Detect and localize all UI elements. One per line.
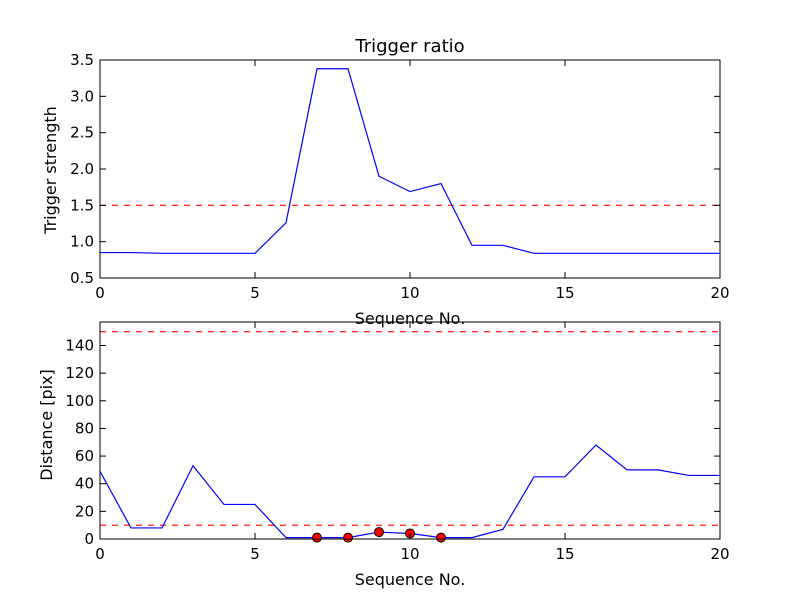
top-y-tick-label: 3.5 [70,51,94,69]
bottom-chart-xlabel: Sequence No. [355,570,466,589]
bottom-x-tick-label: 5 [250,545,260,563]
bottom-y-tick-label: 140 [65,336,94,354]
top-chart-title: Trigger ratio [354,36,464,57]
bottom-x-tick-label: 15 [555,545,574,563]
bottom-data-point-marker [312,532,322,543]
top-x-tick-label: 5 [250,284,260,302]
bottom-y-tick-label: 60 [75,447,94,465]
bottom-y-tick-label: 120 [65,364,94,382]
bottom-x-tick-label: 0 [95,545,105,563]
bottom-chart-panel: 0 5 10 15 20 0 20 40 60 80 100 120 140 [65,321,730,563]
bottom-y-tick-label: 80 [75,419,94,437]
top-y-tick-label: 1.5 [70,196,94,214]
top-chart-panel: 0 5 10 15 20 0.5 1.0 1.5 2.0 2.5 3.0 3.5 [70,51,729,302]
top-y-tick-label: 2.0 [70,160,94,178]
bottom-series-line-0 [99,444,720,539]
bottom-chart-ylabel: Distance [pix] [37,369,56,481]
top-axes-frame [99,59,721,279]
top-y-tick-label: 0.5 [70,269,94,287]
top-x-tick-label: 15 [555,284,574,302]
top-y-tick-label: 3.0 [70,87,94,105]
top-chart-xlabel: Sequence No. [355,309,466,328]
bottom-data-point-marker [436,532,446,543]
top-chart-ylabel: Trigger strength [41,106,60,235]
bottom-data-point-marker [374,527,384,538]
top-series-line-0 [100,68,720,254]
top-y-tick-label: 1.0 [70,233,94,251]
top-x-tick-label: 10 [400,284,419,302]
top-x-tick-label: 20 [710,284,729,302]
top-y-tick-label: 2.5 [70,124,94,142]
bottom-x-tick-label: 10 [400,545,419,563]
bottom-axes-frame [99,321,721,540]
bottom-y-tick-label: 20 [75,502,94,520]
bottom-y-tick-label: 100 [65,392,94,410]
bottom-y-tick-label: 40 [75,475,94,493]
top-x-tick-label: 0 [95,284,105,302]
bottom-data-point-marker [343,532,353,543]
bottom-x-tick-label: 20 [710,545,729,563]
bottom-y-tick-label: 0 [84,530,94,548]
